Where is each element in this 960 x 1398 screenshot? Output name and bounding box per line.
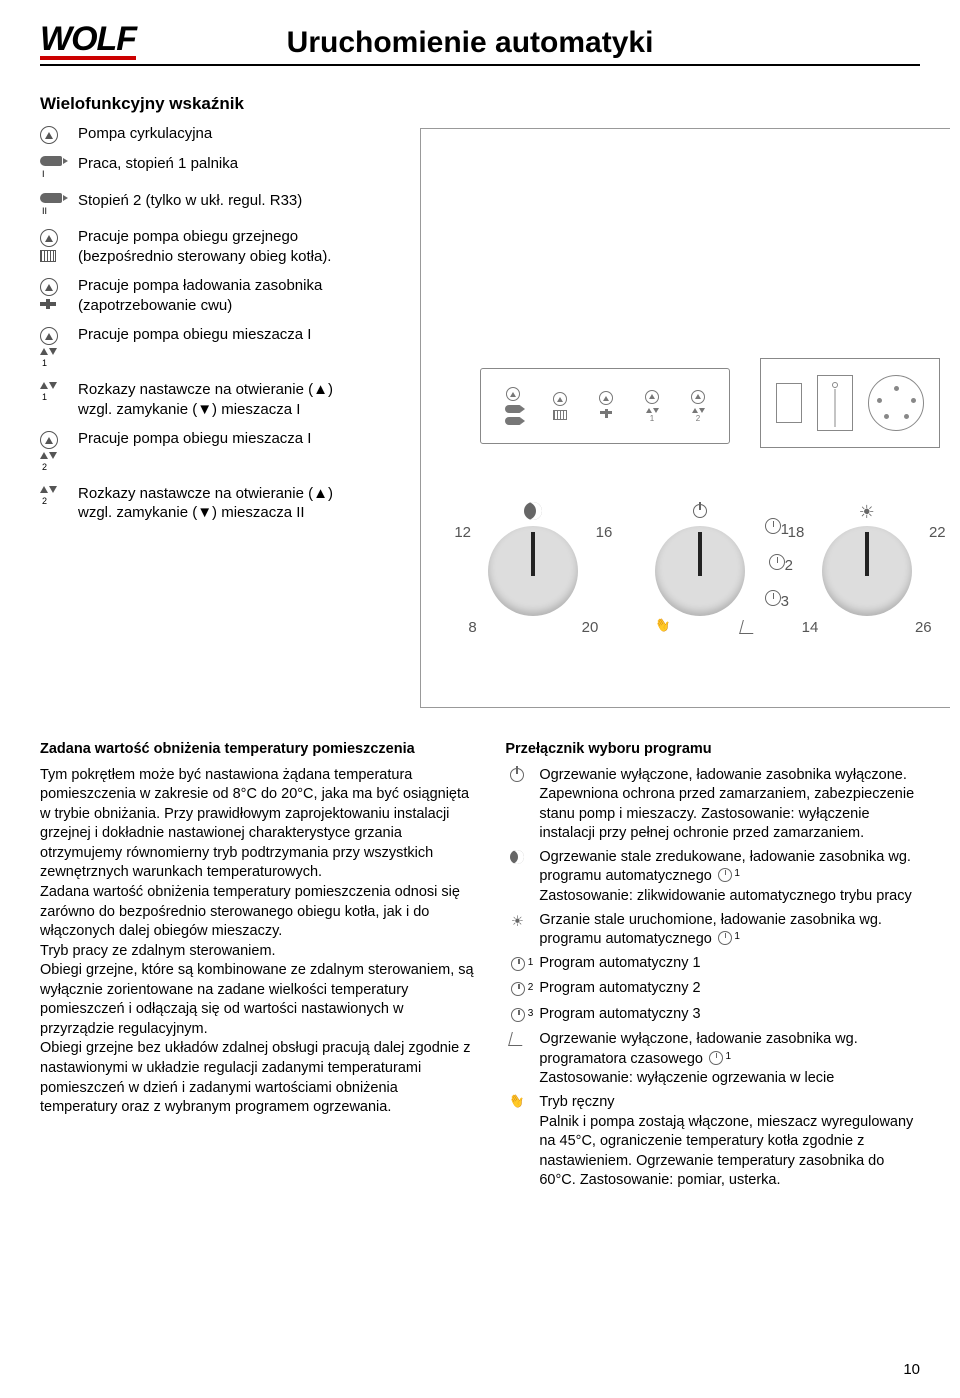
indicator-text: Rozkazy nastawcze na otwieranie (▲) wzgl… [78, 484, 370, 523]
sun-icon: ☀ [859, 502, 875, 523]
indicator-row: Pracuje pompa ładowania zasobnika (zapot… [40, 276, 370, 315]
indicator-text: Pracuje pompa ładowania zasobnika (zapot… [78, 276, 370, 315]
indicator-row: Pompa cyrkulacyjna [40, 124, 370, 144]
program-row: 1 Program automatyczny 1 [505, 954, 920, 976]
pump-icon [40, 126, 58, 144]
program-row: Ogrzewanie wyłączone, ładowanie zasobnik… [505, 766, 920, 844]
bottom-columns: Zadana wartość obniżenia temperatury pom… [40, 740, 920, 1195]
led-indicator-box: 1 2 [480, 368, 730, 444]
clock-icon: 2 [511, 982, 525, 996]
sun-icon: ☀ [511, 914, 524, 930]
clock-icon: 1 [718, 868, 732, 882]
left-column: Zadana wartość obniżenia temperatury pom… [40, 740, 475, 1195]
hand-icon [655, 620, 671, 634]
logo-block: WOLF [40, 20, 136, 60]
right-column: Przełącznik wyboru programu Ogrzewanie w… [505, 740, 920, 1195]
dial-program: 1 2 3 [625, 508, 775, 616]
indicator-text: Pracuje pompa obiegu mieszacza I [78, 325, 311, 345]
page-title: Uruchomienie automatyki [160, 26, 920, 60]
logo-text: WOLF [40, 20, 136, 59]
clock-icon: 1 [511, 957, 525, 971]
indicator-text: Stopień 2 (tylko w ukł. regul. R33) [78, 191, 302, 211]
program-row: 3 Program automatyczny 3 [505, 1005, 920, 1027]
indicator-text: Pompa cyrkulacyjna [78, 124, 212, 144]
indicator-heading: Wielofunkcyjny wskaźnik [40, 94, 920, 114]
pump-icon [40, 431, 58, 449]
left-body: Tym pokrętłem może być nastawiona żądana… [40, 766, 475, 1118]
clock-icon [765, 590, 781, 606]
moon-icon [510, 850, 524, 864]
program-text: Ogrzewanie wyłączone, ładowanie zasobnik… [539, 1030, 920, 1089]
standby-icon [693, 504, 707, 518]
pump-icon [40, 278, 58, 296]
indicator-text: Pracuje pompa obiegu grzejnego (bezpośre… [78, 227, 370, 266]
fuse-icon [776, 383, 802, 423]
indicator-text: Rozkazy nastawcze na otwieranie (▲) wzgl… [78, 380, 370, 419]
dial-night: 12 16 8 20 [458, 508, 608, 616]
program-row: ☀ Grzanie stale uruchomione, ładowanie z… [505, 911, 920, 950]
program-text: Ogrzewanie wyłączone, ładowanie zasobnik… [539, 766, 920, 844]
clock-icon: 1 [718, 931, 732, 945]
mixer-icon [40, 348, 57, 355]
indicator-row: 1 Pracuje pompa obiegu mieszacza I [40, 325, 370, 370]
plug-socket-icon [868, 375, 924, 431]
indicator-row: 2 Rozkazy nastawcze na otwieranie (▲) wz… [40, 484, 370, 523]
tap-icon [40, 299, 56, 313]
burner-icon [40, 156, 62, 166]
dial-day: ☀ 18 22 14 26 [792, 508, 942, 616]
program-text: Program automatyczny 1 [539, 954, 700, 974]
program-text: Program automatyczny 2 [539, 979, 700, 999]
switch-icon [817, 375, 853, 431]
page-number: 10 [903, 1361, 920, 1378]
clock-icon: 1 [709, 1051, 723, 1065]
program-text: Program automatyczny 3 [539, 1005, 700, 1025]
clock-icon [765, 518, 781, 534]
program-text: Ogrzewanie stale zredukowane, ładowanie … [539, 848, 920, 907]
mixer-icon [40, 486, 57, 493]
moon-icon [524, 502, 542, 520]
clock-icon [769, 554, 785, 570]
pump-icon [40, 327, 58, 345]
indicator-row: II Stopień 2 (tylko w ukł. regul. R33) [40, 191, 370, 218]
hand-icon [509, 1095, 525, 1109]
mixer-icon [40, 382, 57, 389]
program-row: Ogrzewanie wyłączone, ładowanie zasobnik… [505, 1030, 920, 1089]
mixer-icon [40, 452, 57, 459]
radiator-icon [40, 250, 56, 262]
indicator-text: Praca, stopień 1 palnika [78, 154, 238, 174]
indicator-row: 2 Pracuje pompa obiegu mieszacza I [40, 429, 370, 474]
program-row: Tryb ręczny Palnik i pompa zostają włącz… [505, 1093, 920, 1191]
standby-icon [510, 768, 524, 782]
dials-row: 12 16 8 20 1 2 3 ☀ 18 22 14 26 [450, 508, 950, 616]
program-row: 2 Program automatyczny 2 [505, 979, 920, 1001]
right-heading: Przełącznik wyboru programu [505, 740, 920, 760]
chimney-icon [508, 1032, 526, 1046]
socket-box [760, 358, 940, 448]
program-text: Grzanie stale uruchomione, ładowanie zas… [539, 911, 920, 950]
indicator-list: Pompa cyrkulacyjna I Praca, stopień 1 pa… [40, 124, 370, 523]
indicator-row: I Praca, stopień 1 palnika [40, 154, 370, 181]
pump-icon [40, 229, 58, 247]
indicator-row: 1 Rozkazy nastawcze na otwieranie (▲) wz… [40, 380, 370, 419]
burner-icon [40, 193, 62, 203]
page-header: WOLF Uruchomienie automatyki [40, 20, 920, 66]
indicator-text: Pracuje pompa obiegu mieszacza I [78, 429, 311, 449]
indicator-row: Pracuje pompa obiegu grzejnego (bezpośre… [40, 227, 370, 266]
left-heading: Zadana wartość obniżenia temperatury pom… [40, 740, 475, 760]
control-panel-diagram: 1 2 12 16 8 20 1 2 3 [420, 128, 950, 708]
program-text: Tryb ręczny Palnik i pompa zostają włącz… [539, 1093, 920, 1191]
clock-icon: 3 [511, 1008, 525, 1022]
program-row: Ogrzewanie stale zredukowane, ładowanie … [505, 848, 920, 907]
